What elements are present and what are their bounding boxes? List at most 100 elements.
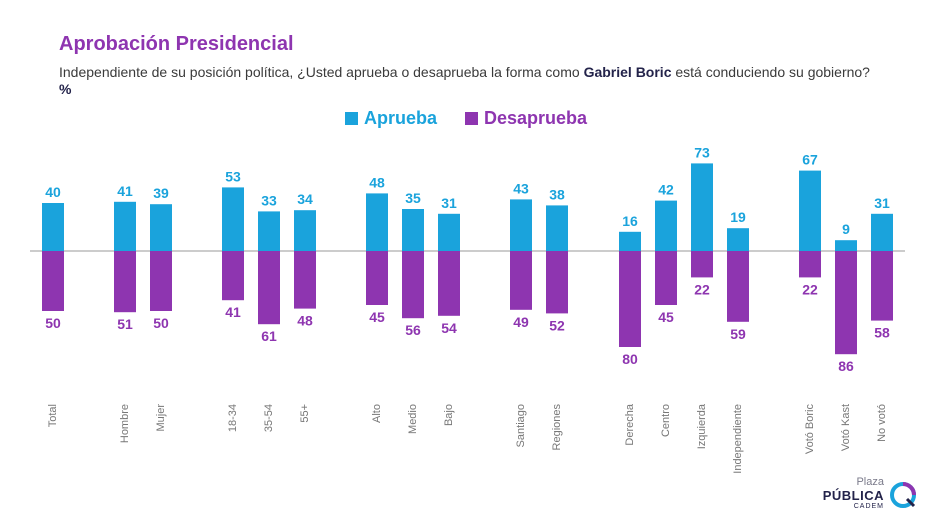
data-label-aprueba: 43 xyxy=(513,180,529,196)
x-tick-label: Izquierda xyxy=(696,403,708,449)
legend-swatch-desaprueba xyxy=(465,112,479,125)
bar-desaprueba xyxy=(150,251,172,311)
bar-desaprueba xyxy=(294,251,316,309)
data-label-desaprueba: 45 xyxy=(658,309,674,325)
legend-item-desaprueba: Desaprueba xyxy=(465,108,587,129)
bar-aprueba xyxy=(655,200,677,251)
data-label-aprueba: 9 xyxy=(842,221,850,237)
bar-aprueba xyxy=(150,204,172,251)
x-tick-label: Derecha xyxy=(624,403,636,445)
bar-desaprueba xyxy=(402,251,424,319)
bar-desaprueba xyxy=(546,251,568,314)
legend-item-aprueba: Aprueba xyxy=(345,108,437,129)
x-tick-label: 35-54 xyxy=(263,404,275,432)
data-label-aprueba: 33 xyxy=(261,192,277,208)
data-label-aprueba: 19 xyxy=(730,209,746,225)
data-label-desaprueba: 56 xyxy=(405,322,421,338)
bar-aprueba xyxy=(294,210,316,251)
bar-aprueba xyxy=(546,205,568,251)
bar-aprueba xyxy=(799,170,821,251)
bar-aprueba xyxy=(258,211,280,251)
data-label-desaprueba: 58 xyxy=(874,325,890,341)
x-tick-label: Votó Kast xyxy=(840,404,852,451)
bar-desaprueba xyxy=(799,251,821,278)
x-tick-label: Alto xyxy=(371,404,383,423)
bar-desaprueba xyxy=(727,251,749,322)
x-tick-label: Total xyxy=(47,404,59,427)
data-label-aprueba: 39 xyxy=(153,185,169,201)
bar-desaprueba xyxy=(835,251,857,355)
x-tick-label: Centro xyxy=(660,404,672,437)
bar-aprueba xyxy=(727,228,749,251)
bar-aprueba xyxy=(222,187,244,251)
data-label-desaprueba: 41 xyxy=(225,304,241,320)
data-label-aprueba: 38 xyxy=(549,186,565,202)
data-label-aprueba: 35 xyxy=(405,190,421,206)
x-tick-label: Regiones xyxy=(551,404,563,451)
bar-desaprueba xyxy=(258,251,280,325)
logo-text-sub: CADEM xyxy=(853,503,884,510)
legend-swatch-aprueba xyxy=(345,112,358,125)
logo-text-top: Plaza xyxy=(856,476,884,488)
x-tick-label: Hombre xyxy=(119,404,131,443)
subtitle-text-bold: Gabriel Boric xyxy=(583,64,672,80)
x-tick-label: Votó Boric xyxy=(804,404,816,455)
chart-title: Aprobación Presidencial xyxy=(59,33,294,55)
legend-label-aprueba: Aprueba xyxy=(364,108,438,128)
data-label-desaprueba: 52 xyxy=(549,317,565,333)
logo-mark-icon xyxy=(890,482,916,508)
data-label-desaprueba: 80 xyxy=(622,351,638,367)
data-label-aprueba: 31 xyxy=(874,195,890,211)
subtitle-unit: % xyxy=(59,81,72,97)
bar-desaprueba xyxy=(222,251,244,301)
data-label-desaprueba: 50 xyxy=(153,315,169,331)
x-tick-label: Independiente xyxy=(732,404,744,474)
bar-desaprueba xyxy=(871,251,893,321)
x-tick-label: 55+ xyxy=(299,404,311,423)
data-label-aprueba: 53 xyxy=(225,168,241,184)
x-tick-label: Medio xyxy=(407,404,419,434)
data-label-desaprueba: 86 xyxy=(838,358,854,374)
x-tick-label: 18-34 xyxy=(227,404,239,432)
data-label-desaprueba: 61 xyxy=(261,328,277,344)
bar-aprueba xyxy=(835,240,857,251)
data-label-aprueba: 31 xyxy=(441,195,457,211)
data-label-aprueba: 67 xyxy=(802,152,818,168)
bar-desaprueba xyxy=(366,251,388,305)
legend-label-desaprueba: Desaprueba xyxy=(484,108,588,128)
x-tick-label: No votó xyxy=(876,404,888,442)
bar-aprueba xyxy=(438,213,460,251)
bar-aprueba xyxy=(691,163,713,251)
data-label-desaprueba: 48 xyxy=(297,313,313,329)
bar-desaprueba xyxy=(691,251,713,278)
bar-desaprueba xyxy=(510,251,532,310)
bar-desaprueba xyxy=(114,251,136,313)
bar-aprueba xyxy=(114,201,136,251)
logo: Plaza PÚBLICA CADEM xyxy=(823,476,916,510)
data-label-aprueba: 48 xyxy=(369,174,385,190)
data-label-aprueba: 16 xyxy=(622,213,638,229)
data-label-desaprueba: 22 xyxy=(802,281,818,297)
subtitle-text-post: está conduciendo su gobierno? xyxy=(671,64,870,80)
data-label-desaprueba: 45 xyxy=(369,309,385,325)
x-tick-label: Santiago xyxy=(515,404,527,447)
data-label-aprueba: 40 xyxy=(45,184,61,200)
data-label-desaprueba: 22 xyxy=(694,281,710,297)
data-label-aprueba: 73 xyxy=(694,144,710,160)
data-label-desaprueba: 51 xyxy=(117,316,133,332)
bar-desaprueba xyxy=(619,251,641,347)
data-label-desaprueba: 50 xyxy=(45,315,61,331)
bar-aprueba xyxy=(366,193,388,251)
bar-aprueba xyxy=(871,213,893,251)
subtitle-text-pre: Independiente de su posición política, ¿… xyxy=(59,64,584,80)
bar-desaprueba xyxy=(438,251,460,316)
bar-aprueba xyxy=(402,209,424,251)
data-label-desaprueba: 54 xyxy=(441,320,457,336)
bar-aprueba xyxy=(42,203,64,251)
data-label-desaprueba: 59 xyxy=(730,326,746,342)
chart-legend: Aprueba Desaprueba xyxy=(345,108,587,129)
data-label-aprueba: 42 xyxy=(658,182,674,198)
x-tick-label: Bajo xyxy=(443,404,455,426)
bar-aprueba xyxy=(510,199,532,251)
